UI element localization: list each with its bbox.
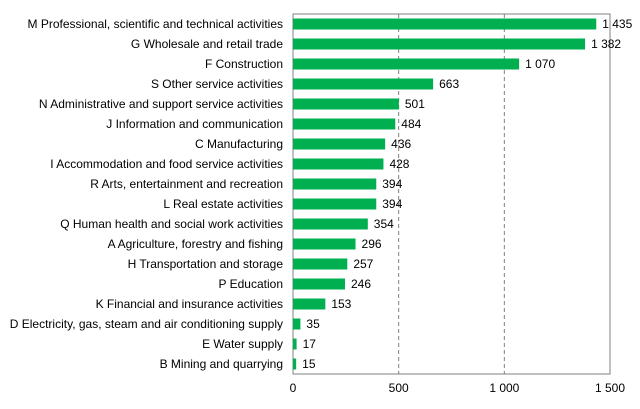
bar bbox=[293, 318, 301, 330]
category-label: L Real estate activities bbox=[163, 197, 283, 211]
data-label: 1 382 bbox=[591, 37, 621, 51]
bar bbox=[293, 38, 586, 50]
x-tick-label: 500 bbox=[389, 381, 409, 395]
data-label: 17 bbox=[303, 337, 317, 351]
bar bbox=[293, 218, 368, 230]
category-label: R Arts, entertainment and recreation bbox=[90, 177, 283, 191]
category-label: N Administrative and support service act… bbox=[39, 97, 283, 111]
data-label: 35 bbox=[306, 317, 320, 331]
category-label: M Professional, scientific and technical… bbox=[28, 17, 283, 31]
data-label: 428 bbox=[389, 157, 409, 171]
category-label: J Information and communication bbox=[106, 117, 283, 131]
bar bbox=[293, 58, 520, 70]
data-label: 1 070 bbox=[525, 57, 555, 71]
bar bbox=[293, 78, 434, 90]
category-label: Q Human health and social work activitie… bbox=[60, 217, 283, 231]
bar bbox=[293, 238, 356, 250]
category-label: H Transportation and storage bbox=[128, 257, 284, 271]
bar bbox=[293, 338, 297, 350]
bar bbox=[293, 258, 348, 270]
data-label: 153 bbox=[331, 297, 351, 311]
bar bbox=[293, 178, 377, 190]
category-label: G Wholesale and retail trade bbox=[131, 37, 283, 51]
bar bbox=[293, 138, 386, 150]
x-tick-label: 1 500 bbox=[595, 381, 625, 395]
data-label: 501 bbox=[405, 97, 425, 111]
x-tick-label: 0 bbox=[290, 381, 297, 395]
data-label: 484 bbox=[401, 117, 421, 131]
data-label: 257 bbox=[353, 257, 373, 271]
category-label: I Accommodation and food service activit… bbox=[50, 157, 283, 171]
bar bbox=[293, 158, 384, 170]
category-label: A Agriculture, forestry and fishing bbox=[108, 237, 283, 251]
category-label: F Construction bbox=[205, 57, 283, 71]
bar bbox=[293, 358, 297, 370]
bar bbox=[293, 298, 326, 310]
x-tick-label: 1 000 bbox=[489, 381, 519, 395]
data-label: 15 bbox=[302, 357, 316, 371]
bar bbox=[293, 118, 396, 130]
data-label: 394 bbox=[382, 197, 402, 211]
bar bbox=[293, 98, 399, 110]
category-label: S Other service activities bbox=[151, 77, 283, 91]
data-label: 246 bbox=[351, 277, 371, 291]
category-label: K Financial and insurance activities bbox=[96, 297, 283, 311]
data-label: 296 bbox=[362, 237, 382, 251]
plot-frame bbox=[292, 13, 611, 375]
data-label: 436 bbox=[391, 137, 411, 151]
bar bbox=[293, 198, 377, 210]
category-label: E Water supply bbox=[202, 337, 283, 351]
category-label: C Manufacturing bbox=[195, 137, 283, 151]
data-label: 354 bbox=[374, 217, 394, 231]
category-label: P Education bbox=[219, 277, 284, 291]
category-label: B Mining and quarrying bbox=[160, 357, 283, 371]
data-label: 1 435 bbox=[602, 17, 632, 31]
bar bbox=[293, 18, 597, 30]
bar bbox=[293, 278, 345, 290]
category-label: D Electricity, gas, steam and air condit… bbox=[10, 317, 283, 331]
data-label: 394 bbox=[382, 177, 402, 191]
data-label: 663 bbox=[439, 77, 459, 91]
